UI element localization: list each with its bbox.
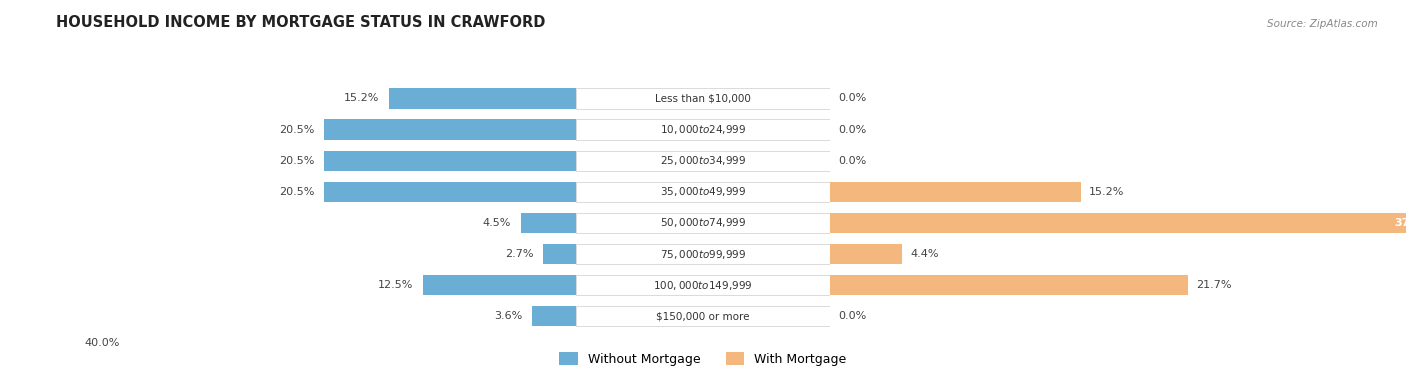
Bar (576, 301, 1406, 332)
Text: Less than $10,000: Less than $10,000 (655, 93, 751, 104)
Bar (325, 150, 576, 171)
Bar (325, 120, 576, 140)
Text: $50,000 to $74,999: $50,000 to $74,999 (659, 216, 747, 229)
Bar (576, 275, 830, 295)
Text: Source: ZipAtlas.com: Source: ZipAtlas.com (1267, 19, 1378, 29)
Bar (0, 145, 830, 176)
Bar (576, 145, 1406, 176)
Bar (576, 244, 830, 264)
Bar (576, 270, 1406, 301)
Text: 0.0%: 0.0% (838, 93, 866, 104)
Bar (830, 182, 1081, 202)
Text: 20.5%: 20.5% (278, 187, 315, 197)
Bar (0, 301, 830, 332)
Bar (0, 239, 576, 270)
Bar (830, 213, 1406, 233)
Text: $10,000 to $24,999: $10,000 to $24,999 (659, 123, 747, 136)
Bar (0, 83, 830, 114)
Bar (0, 176, 830, 207)
Bar (0, 301, 576, 332)
Bar (531, 306, 576, 326)
Bar (325, 182, 576, 202)
Bar (0, 145, 576, 176)
Bar (0, 239, 830, 270)
Text: HOUSEHOLD INCOME BY MORTGAGE STATUS IN CRAWFORD: HOUSEHOLD INCOME BY MORTGAGE STATUS IN C… (56, 15, 546, 30)
Bar (522, 213, 576, 233)
Bar (576, 239, 1406, 270)
Text: 40.0%: 40.0% (84, 338, 120, 348)
Bar (576, 213, 830, 233)
Text: $150,000 or more: $150,000 or more (657, 311, 749, 321)
Bar (576, 207, 1406, 239)
Bar (389, 88, 576, 109)
Bar (576, 150, 830, 171)
Bar (423, 275, 576, 295)
Bar (543, 244, 576, 264)
Text: 12.5%: 12.5% (377, 280, 413, 290)
Text: 15.2%: 15.2% (1088, 187, 1125, 197)
Text: 0.0%: 0.0% (838, 124, 866, 135)
Bar (0, 114, 830, 145)
Bar (830, 275, 1188, 295)
Text: $100,000 to $149,999: $100,000 to $149,999 (654, 279, 752, 291)
Text: 15.2%: 15.2% (344, 93, 380, 104)
Text: 4.5%: 4.5% (482, 218, 512, 228)
Text: 4.4%: 4.4% (911, 249, 939, 259)
Bar (576, 182, 830, 202)
Bar (0, 270, 830, 301)
Text: $35,000 to $49,999: $35,000 to $49,999 (659, 185, 747, 198)
Bar (576, 120, 830, 140)
Text: 3.6%: 3.6% (494, 311, 523, 321)
Bar (0, 207, 576, 239)
Text: 21.7%: 21.7% (1197, 280, 1232, 290)
Bar (830, 244, 903, 264)
Bar (0, 270, 576, 301)
Bar (0, 176, 576, 207)
Bar (0, 114, 576, 145)
Text: 0.0%: 0.0% (838, 156, 866, 166)
Text: 20.5%: 20.5% (278, 124, 315, 135)
Bar (576, 88, 830, 109)
Text: $75,000 to $99,999: $75,000 to $99,999 (659, 248, 747, 261)
Text: 0.0%: 0.0% (838, 311, 866, 321)
Bar (576, 306, 830, 326)
Text: $25,000 to $34,999: $25,000 to $34,999 (659, 154, 747, 167)
Bar (576, 176, 1406, 207)
Bar (576, 83, 1406, 114)
Text: 37.0%: 37.0% (1395, 218, 1406, 228)
Bar (0, 207, 830, 239)
Text: 20.5%: 20.5% (278, 156, 315, 166)
Legend: Without Mortgage, With Mortgage: Without Mortgage, With Mortgage (554, 347, 852, 371)
Text: 2.7%: 2.7% (505, 249, 533, 259)
Bar (0, 83, 576, 114)
Bar (576, 114, 1406, 145)
